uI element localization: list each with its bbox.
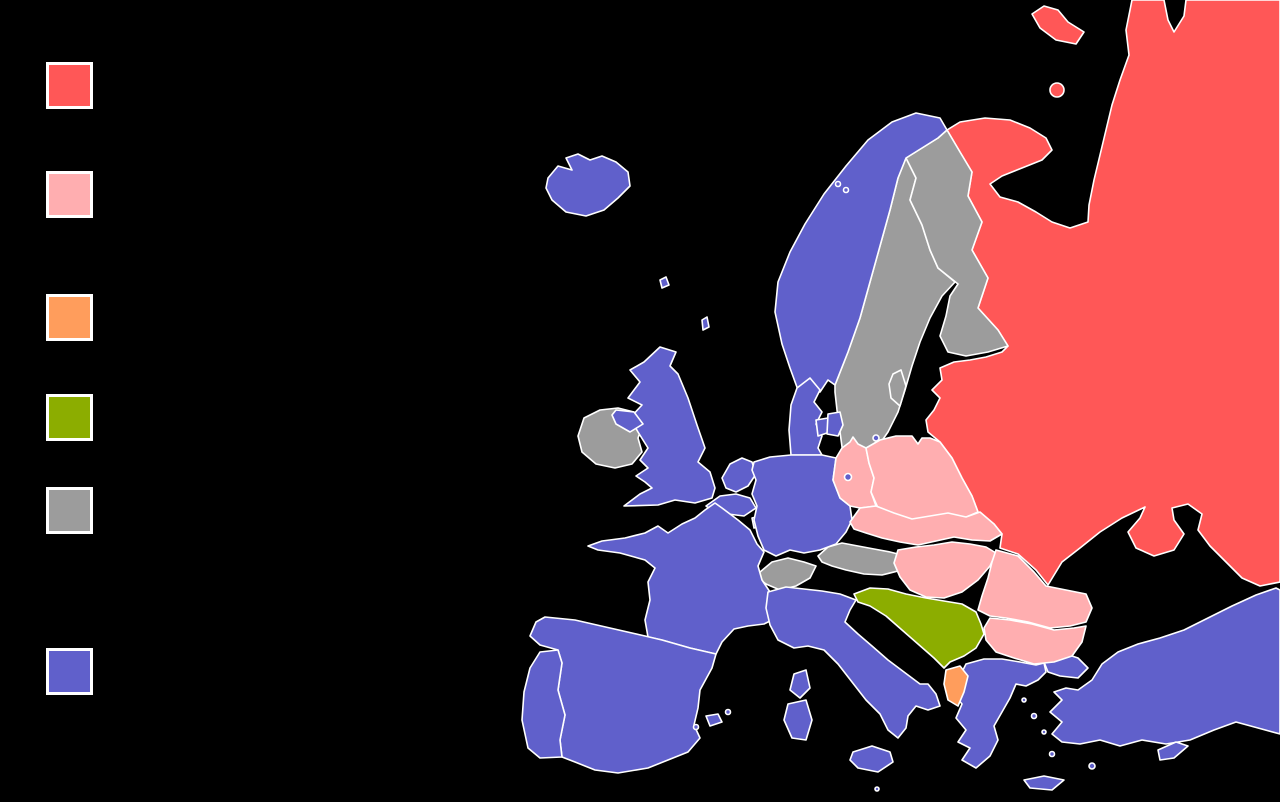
region-aegean-4 <box>1048 750 1056 758</box>
region-lofoten-2 <box>842 186 850 194</box>
region-aegean-2 <box>1030 712 1038 720</box>
region-shetland <box>701 316 710 331</box>
region-balearic-mallorca <box>705 713 723 727</box>
region-norway <box>774 112 948 393</box>
region-lofoten-1 <box>834 180 842 188</box>
region-hungary <box>893 541 997 599</box>
region-bornholm <box>872 434 880 442</box>
region-aegean-1 <box>1021 697 1027 703</box>
region-aegean-3 <box>1041 729 1047 735</box>
region-greece <box>951 658 1047 769</box>
region-denmark <box>788 377 823 456</box>
region-united-kingdom <box>623 346 716 507</box>
region-poland <box>865 435 979 521</box>
legend-swatch-1 <box>46 62 93 109</box>
legend-swatch-3 <box>46 294 93 341</box>
region-northern-ireland <box>611 409 644 433</box>
region-gotland <box>888 369 907 407</box>
region-romania <box>977 549 1093 629</box>
region-netherlands <box>721 457 757 493</box>
region-balearic-menorca <box>724 708 732 716</box>
region-italy <box>765 586 941 739</box>
region-bulgaria <box>983 617 1087 665</box>
region-soviet-union <box>925 0 1280 587</box>
legend-swatch-4 <box>46 394 93 441</box>
region-portugal <box>521 649 566 759</box>
region-corsica <box>789 669 811 699</box>
region-novaya-zemlya <box>1031 5 1085 45</box>
region-austria <box>817 542 908 576</box>
region-finland <box>905 129 1009 357</box>
region-czechoslovakia <box>849 505 1003 546</box>
region-yugoslavia <box>853 587 985 669</box>
legend-swatch-2 <box>46 171 93 218</box>
region-turkey <box>1049 587 1280 747</box>
region-albania <box>943 665 969 707</box>
region-switzerland <box>757 557 817 591</box>
region-sardinia <box>783 699 813 741</box>
region-faroe-islands <box>659 276 670 289</box>
region-zealand <box>826 411 844 437</box>
region-west-germany <box>751 454 853 557</box>
region-balearic-ibiza <box>692 723 700 731</box>
region-rhodes <box>1088 762 1096 770</box>
region-west-berlin <box>843 472 853 482</box>
region-crete <box>1023 775 1065 791</box>
region-cyprus <box>1157 741 1189 761</box>
legend-swatch-6 <box>46 648 93 695</box>
region-kolguyev-island <box>1049 82 1065 98</box>
region-malta <box>874 786 880 792</box>
region-sicily <box>849 745 894 773</box>
region-iceland <box>545 153 631 217</box>
legend-swatch-5 <box>46 487 93 534</box>
